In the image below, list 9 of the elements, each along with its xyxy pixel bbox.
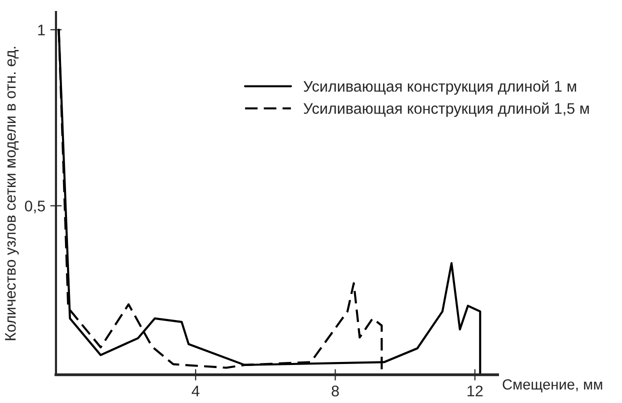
x-tick-label: 12 (468, 386, 483, 396)
y-axis-title: Количество узлов сетки модели в отн. ед. (5, 46, 19, 340)
x-tick-label: 4 (192, 386, 200, 396)
legend-label: Усиливающая конструкция длиной 1,5 м (304, 102, 589, 117)
legend-label: Усиливающая конструкция длиной 1 м (304, 80, 576, 95)
x-tick-label: 8 (332, 386, 339, 396)
x-axis-title: Смещение, мм (502, 379, 602, 392)
y-tick-label: 0,5 (24, 200, 45, 214)
y-tick-label: 1 (38, 24, 45, 36)
